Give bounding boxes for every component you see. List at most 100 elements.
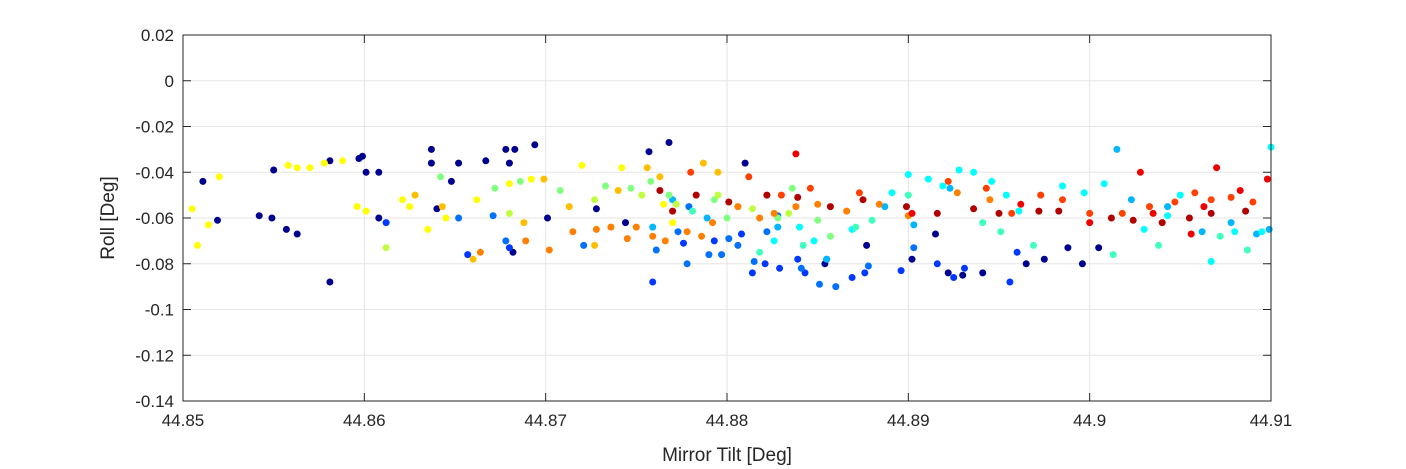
data-point [933,260,941,268]
data-point [725,198,733,206]
series-4 [770,143,1275,265]
data-point [293,230,301,238]
data-point [680,239,687,247]
data-point [339,157,347,165]
data-point [710,237,718,245]
data-point [1253,230,1260,238]
y-tick-labels: 0.02 0 -0.02 -0.04 -0.06 -0.08 -0.1 -0.12 -0.14 [135,26,174,411]
data-point [748,269,756,277]
data-point [770,237,778,245]
data-point [1030,241,1037,249]
data-point [741,159,749,167]
data-point [826,203,834,211]
data-point [939,182,947,190]
data-point [1013,248,1021,256]
data-point [489,212,497,220]
y-tick-label: 0 [165,72,174,91]
data-point [859,196,867,204]
data-point [1040,255,1048,263]
data-point [665,139,673,146]
data-point [756,248,764,256]
x-tick-label: 44.88 [706,411,749,430]
data-point [1035,207,1043,215]
data-point [669,219,677,227]
data-point [194,241,201,249]
data-point [326,278,334,286]
data-point [897,267,905,275]
data-point [1187,230,1195,238]
data-point [214,216,221,224]
data-point [375,214,383,222]
data-point [622,219,629,227]
data-point [797,264,805,272]
data-point [1015,207,1023,215]
data-point [204,221,212,229]
data-point [714,168,722,176]
data-point [455,214,463,222]
data-point [672,200,680,208]
data-point [591,241,599,249]
data-point [1107,214,1115,222]
data-point [505,159,513,167]
y-tick-label: -0.14 [135,392,174,411]
series-8 [188,157,677,249]
data-point [785,209,793,217]
data-point [438,203,446,211]
data-point [1140,225,1148,233]
data-point [908,255,916,263]
data-point [770,209,778,217]
x-tick-label: 44.89 [887,411,930,430]
data-point [618,164,626,172]
data-point [1258,228,1266,236]
data-point [1095,244,1103,252]
data-point [692,191,700,199]
data-point [442,214,450,222]
data-point [1149,209,1157,217]
series-13 [656,187,1250,227]
data-point [1078,260,1086,268]
data-point [1242,207,1250,215]
data-point [306,164,314,172]
data-point [268,214,276,222]
y-tick-label: -0.04 [135,163,174,182]
data-point [398,196,406,204]
data-point [944,177,952,185]
data-point [656,173,664,181]
data-point [592,225,600,233]
data-point [1059,196,1066,204]
axis-ticks [182,34,1272,402]
data-point [705,251,713,259]
data-point [1017,200,1025,208]
data-point [270,166,278,174]
series-6 [437,173,834,240]
data-point [776,264,784,272]
x-tick-label: 44.86 [343,411,386,430]
data-point [1118,209,1126,217]
data-point [1191,189,1199,197]
data-point [1243,246,1251,254]
data-point [703,214,711,222]
data-point [674,228,682,236]
data-point [970,168,978,176]
data-point [353,203,361,211]
data-point [591,196,599,204]
data-point [799,241,807,249]
data-point [569,228,577,236]
data-point [669,207,677,215]
data-point [643,164,651,172]
series-11 [687,168,1257,217]
y-tick-label: -0.1 [145,301,174,320]
data-point [627,184,635,192]
data-point [959,271,967,279]
data-point [683,228,691,236]
data-point [556,187,564,194]
data-point [1176,191,1184,199]
data-point [777,191,785,199]
data-point [888,189,896,197]
data-point [1113,145,1121,153]
data-point [638,191,646,199]
data-point [505,209,513,217]
x-tick-label: 44.9 [1073,411,1106,430]
data-point [1207,209,1215,217]
data-point [792,150,800,158]
